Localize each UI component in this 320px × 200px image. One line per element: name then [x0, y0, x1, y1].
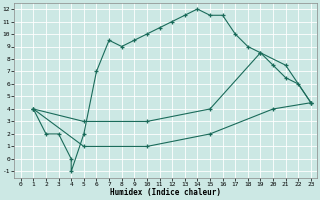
X-axis label: Humidex (Indice chaleur): Humidex (Indice chaleur) [110, 188, 221, 197]
